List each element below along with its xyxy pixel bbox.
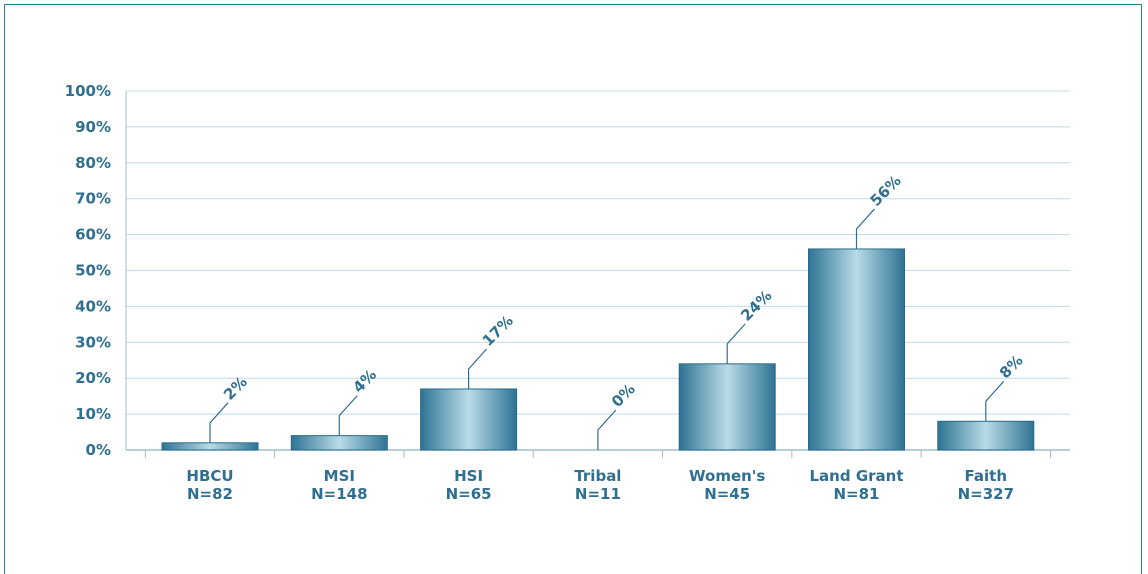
bar <box>161 442 259 451</box>
y-tick-label: 70% <box>75 190 111 208</box>
bars <box>161 248 1035 451</box>
category-label: Faith <box>965 467 1007 485</box>
leader-line <box>855 208 875 249</box>
leader-line <box>726 323 746 364</box>
category-count: N=81 <box>834 485 880 503</box>
category-count: N=82 <box>187 485 233 503</box>
y-tick-label: 50% <box>75 262 111 280</box>
data-label: 56% <box>867 172 905 210</box>
category-label: Women's <box>689 467 765 485</box>
leader-line <box>338 395 358 436</box>
category-label: Tribal <box>574 467 621 485</box>
y-tick-label: 90% <box>75 118 111 136</box>
category-count: N=45 <box>704 485 750 503</box>
leader-line <box>209 402 229 443</box>
leader-line <box>468 348 488 389</box>
chart-frame <box>4 4 1142 574</box>
y-tick-label: 20% <box>75 369 111 387</box>
y-tick-label: 100% <box>65 82 111 100</box>
leader-line <box>985 380 1005 422</box>
y-tick-label: 0% <box>86 441 111 459</box>
grid-lines <box>125 90 1070 458</box>
y-axis-ticks: 0% 10% 20% 30% 40% 50% 60% 70% 80% 90% 100% <box>65 82 111 459</box>
category-label: HBCU <box>186 467 233 485</box>
y-tick-label: 40% <box>75 297 111 315</box>
data-label: 24% <box>737 287 775 325</box>
leader-line <box>597 409 617 450</box>
bar <box>937 420 1035 451</box>
bar <box>420 388 518 451</box>
y-tick-label: 80% <box>75 154 111 172</box>
data-label: 17% <box>479 312 517 350</box>
y-tick-label: 10% <box>75 405 111 423</box>
category-count: N=65 <box>446 485 492 503</box>
category-label: HSI <box>454 467 483 485</box>
data-label: 4% <box>349 366 380 397</box>
y-tick-label: 60% <box>75 226 111 244</box>
category-label: Land Grant <box>810 467 904 485</box>
category-label: MSI <box>324 467 355 485</box>
bar <box>808 248 905 451</box>
data-label: 0% <box>608 380 639 411</box>
bar <box>290 435 388 451</box>
category-count: N=148 <box>311 485 367 503</box>
y-tick-label: 30% <box>75 333 111 351</box>
data-label: 2% <box>220 373 251 404</box>
data-label: 8% <box>996 351 1027 382</box>
category-count: N=327 <box>958 485 1014 503</box>
bar <box>678 363 776 451</box>
category-count: N=11 <box>575 485 621 503</box>
